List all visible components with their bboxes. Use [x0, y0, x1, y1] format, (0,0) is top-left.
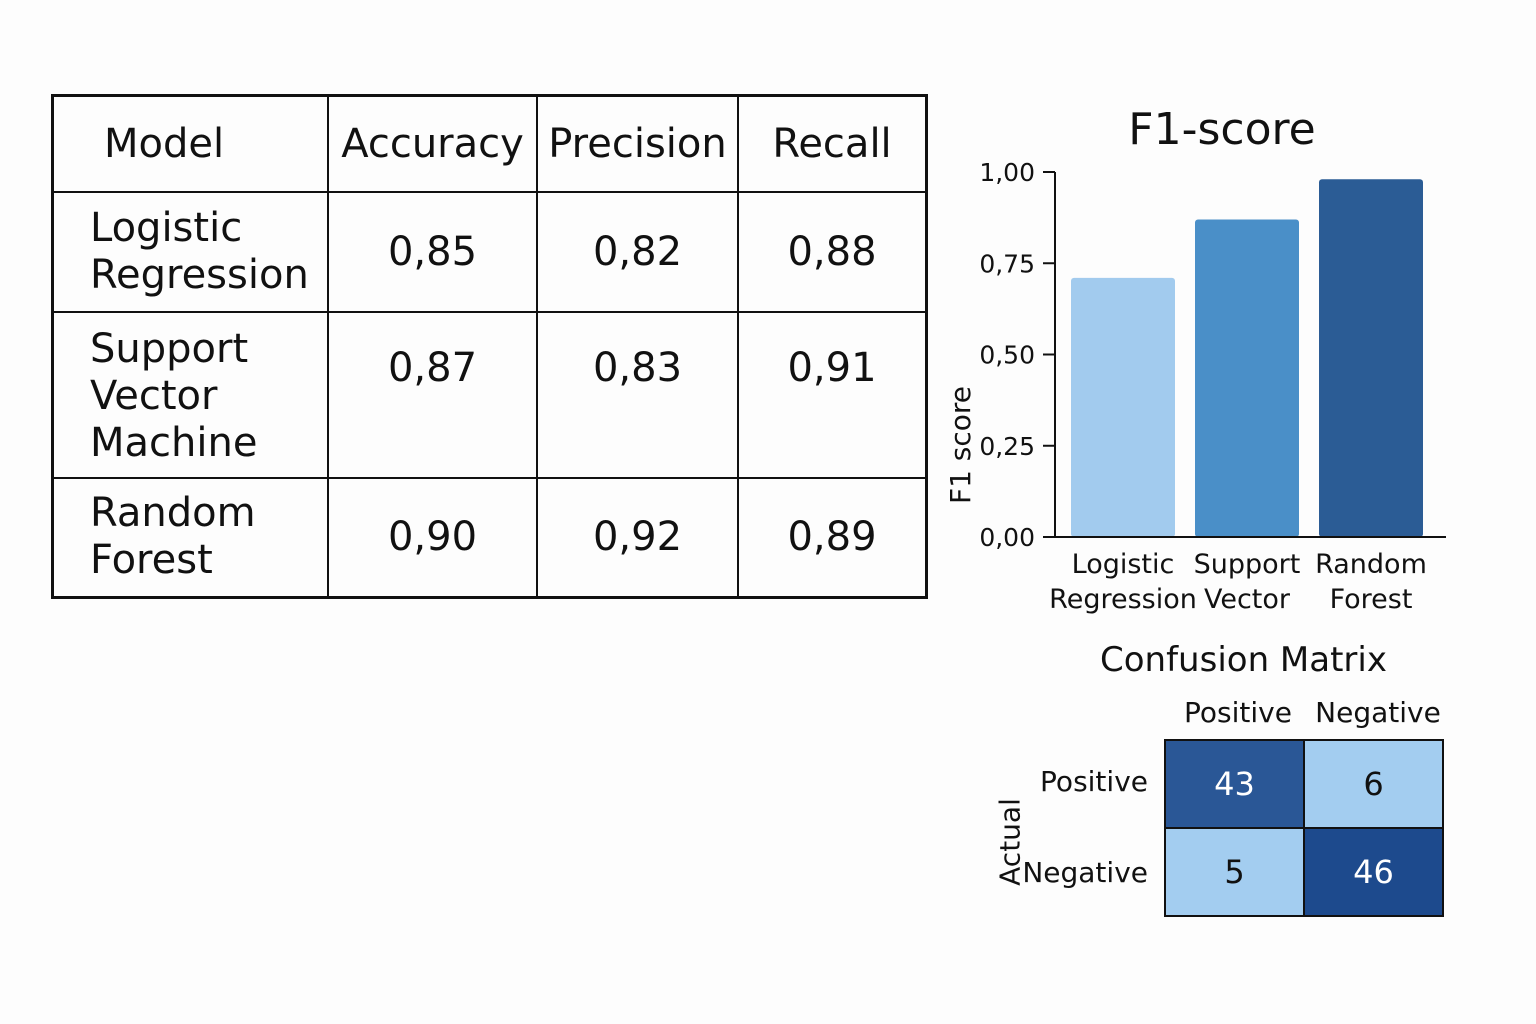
precision-cell: 0,82	[536, 191, 739, 313]
x-tick-label: Random Forest	[1315, 549, 1427, 615]
cm-cell-false-negative: 6	[1305, 741, 1442, 827]
y-axis-ticks: 0,00 0,25 0,50 0,75 1,00	[979, 158, 1055, 552]
recall-cell: 0,88	[737, 191, 928, 313]
accuracy-cell: 0,90	[327, 477, 538, 598]
bars	[1071, 179, 1423, 538]
table-row: Logistic Regression 0,85 0,82 0,88	[51, 191, 928, 313]
x-axis-tick-labels: Logistic Regression Support Vector Random For…	[1049, 549, 1427, 615]
y-axis-label: F1 score	[944, 386, 977, 504]
bar	[1319, 179, 1423, 538]
x-tick-label-line: Logistic	[1072, 549, 1175, 580]
x-tick-label: Support Vector	[1194, 549, 1301, 615]
x-tick-label: Logistic Regression	[1049, 549, 1197, 615]
recall-cell: 0,89	[737, 477, 928, 598]
model-name-line: Support	[90, 326, 249, 372]
cm-row-label-negative: Negative	[1022, 856, 1148, 889]
model-name-line: Logistic	[90, 205, 243, 251]
y-tick-label: 0,75	[979, 249, 1035, 278]
recall-cell: 0,91	[737, 311, 928, 479]
table-row: Support Vector Machine 0,87 0,83 0,91	[51, 311, 928, 479]
precision-cell: 0,83	[536, 311, 739, 479]
precision-cell: 0,92	[536, 477, 739, 598]
y-tick-label: 0,00	[979, 523, 1035, 552]
bar	[1195, 219, 1299, 537]
chart-title: F1-score	[1128, 104, 1315, 155]
bar	[1071, 277, 1175, 537]
cm-cell-false-positive: 5	[1166, 829, 1303, 915]
model-name-line: Random	[90, 490, 256, 537]
x-tick-label-line: Random	[1315, 549, 1427, 580]
confusion-matrix-title: Confusion Matrix	[1100, 640, 1387, 680]
cm-cell-true-negative: 46	[1305, 829, 1442, 915]
accuracy-cell: 0,85	[327, 191, 538, 313]
f1-score-chart: F1-score F1 score 0,00 0,25 0,50 0,75 1,00 L…	[944, 104, 1446, 615]
x-tick-label-line: Vector	[1204, 584, 1291, 615]
table-header-row: Model Accuracy Precision Recall	[51, 94, 928, 193]
cm-cell-true-positive: 43	[1166, 741, 1303, 827]
cm-row-label-positive: Positive	[1040, 765, 1148, 798]
x-tick-label-line: Support	[1194, 549, 1301, 580]
cm-col-label-negative: Negative	[1315, 696, 1441, 729]
header-precision: Precision	[536, 94, 739, 193]
header-accuracy: Accuracy	[327, 94, 538, 193]
cm-col-label-positive: Positive	[1184, 696, 1292, 729]
model-name-cell: Random Forest	[51, 477, 329, 598]
y-tick-label: 0,50	[979, 341, 1035, 370]
x-tick-label-line: Regression	[1049, 584, 1197, 615]
model-name-line: Forest	[90, 537, 213, 584]
model-name-line: Machine	[90, 420, 258, 466]
confusion-matrix-grid: 43 6 5 46	[1164, 739, 1444, 917]
cm-actual-axis-label: Actual	[993, 798, 1027, 886]
x-tick-label-line: Forest	[1330, 584, 1413, 615]
header-model: Model	[51, 94, 329, 193]
y-tick-label: 0,25	[979, 432, 1035, 461]
header-recall: Recall	[737, 94, 928, 193]
model-name-cell: Support Vector Machine	[51, 311, 329, 479]
model-name-line: Regression	[90, 252, 309, 298]
table-row: Random Forest 0,90 0,92 0,89	[51, 477, 928, 598]
accuracy-cell: 0,87	[327, 311, 538, 479]
metrics-table: Model Accuracy Precision Recall Logistic…	[51, 94, 928, 599]
model-name-line: Vector	[90, 373, 218, 419]
y-tick-label: 1,00	[979, 158, 1035, 187]
model-name-cell: Logistic Regression	[51, 191, 329, 313]
